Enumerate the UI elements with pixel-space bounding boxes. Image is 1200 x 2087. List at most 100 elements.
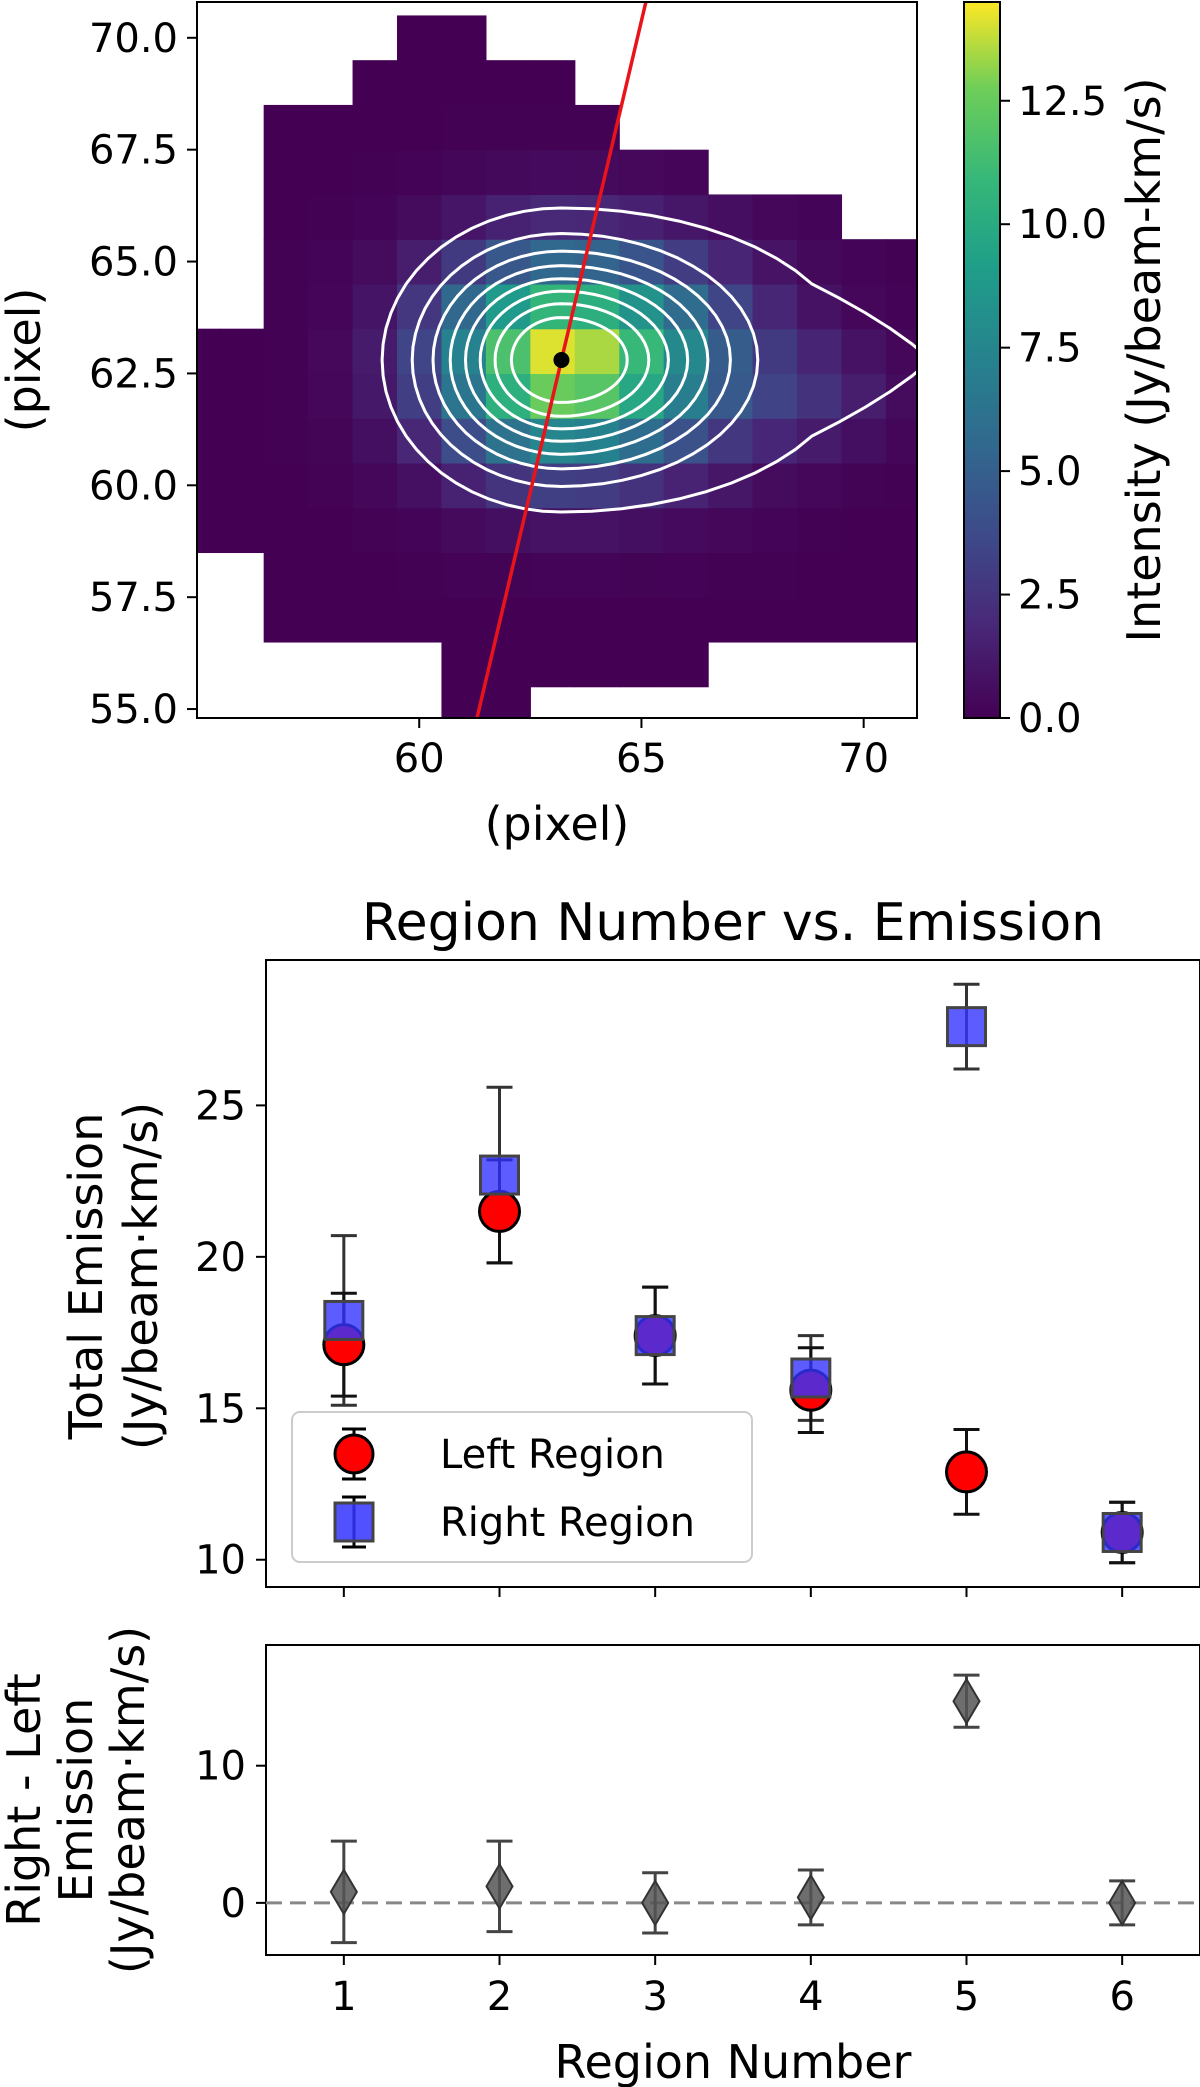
heatmap-cell [663,283,709,330]
heatmap-cell [397,194,443,240]
heatmap-cell [885,507,917,554]
heatmap-cell [397,597,443,643]
heatmap-cell [619,552,665,598]
contour-line [410,231,760,489]
map-x-ticks: 60 65 70 [394,718,889,782]
heatmap-cell [219,418,265,464]
heatmap-cell [352,149,398,196]
emission-x-ticks [342,1587,1124,1597]
heatmap-cell [663,552,709,598]
legend-box [291,1411,753,1563]
colorbar [963,1,1001,719]
heatmap-cell [441,149,487,196]
heatmap-cell [352,239,398,285]
heatmap-cell [308,373,354,419]
map-y-ticks: 55.0 57.5 60.0 62.5 65.0 67.5 70.0 [89,16,197,733]
contour-line [493,302,651,418]
heatmap-cell [752,552,798,598]
heatmap-cell [263,462,309,509]
difference-y-tick-label: 10 [195,1744,246,1790]
heatmap-cell [841,328,887,375]
heatmap-cell [574,507,620,554]
heatmap-cell [752,283,798,330]
heatmap-cell [308,552,354,598]
difference-panel: 0 10 1 2 3 4 5 6 Region Number Right - Left Em… [0,1626,1200,2087]
heatmap-cell [530,597,576,643]
contour-line [463,277,690,443]
heatmap-cell [352,328,398,375]
heatmap-cell [708,462,754,509]
legend-right-marker [333,1495,375,1549]
legend-left-label: Left Region [440,1432,665,1478]
heatmap-cell [841,373,887,419]
heatmap-cell [197,373,220,419]
heatmap-cell [197,328,220,375]
heatmap-cell [352,418,398,464]
contour-line [448,264,710,456]
heatmap-cell [397,15,443,61]
legend-right-label: Right Region [440,1500,695,1546]
colorbar-ticks: 0.0 2.5 5.0 7.5 10.0 12.5 [1000,79,1107,742]
difference-point [485,1862,514,1911]
contour-lines [380,206,917,514]
heatmap-cell [441,60,487,106]
heatmap-cell [708,239,754,285]
heatmap-cell [352,507,398,554]
heatmap-cell [263,239,309,285]
heatmap-cell [263,283,309,330]
heatmap-cell [530,507,576,554]
heatmap-cell [885,283,917,330]
heatmap-cell [797,507,843,554]
peak-marker [553,352,570,368]
heatmap-cell [263,104,309,151]
heatmap-cell [263,552,309,598]
difference-x-tick-label: 1 [331,1974,356,2020]
difference-x-ticks: 1 2 3 4 5 6 [331,1955,1135,2020]
heatmap-cell [885,552,917,598]
heatmap-cell [797,283,843,330]
heatmap-cell [663,194,709,240]
heatmap-cell [219,507,265,554]
emission-y-tick-label: 10 [195,1538,246,1584]
heatmap-cell [441,104,487,151]
heatmap-cell [441,328,487,375]
heatmap-cell [752,194,798,240]
map-y-tick-label: 70.0 [89,16,178,62]
colorbar-tick-label: 0.0 [1018,696,1082,742]
difference-y-tick-label: 0 [221,1881,246,1927]
heatmap-cell [708,552,754,598]
heatmap-cell [441,597,487,643]
heatmap-cell [397,60,443,106]
emission-points [322,982,1144,1565]
map-x-tick-label: 70 [838,736,889,782]
heatmap-cell [752,507,798,554]
heatmap-cell [530,239,576,285]
heatmap-cell [574,552,620,598]
legend-left-marker [333,1427,375,1481]
difference-frame [265,1644,1200,1956]
difference-y-label-line3: (Jy/beam·km/s) [101,1626,155,1974]
heatmap-cell [797,373,843,419]
emission-y-label-line2: (Jy/beam·km/s) [114,1102,168,1450]
difference-x-label: Region Number [555,2035,912,2087]
heatmap-cell [263,597,309,643]
difference-x-tick-label: 2 [487,1974,512,2020]
heatmap-cell [530,149,576,196]
heatmap-cell [885,418,917,464]
difference-y-label-line2: Emission [49,1698,103,1903]
heatmap-cell [219,462,265,509]
intensity-map-panel: 60 65 70 55.0 57.5 60.0 62.5 65.0 67.5 70.0 (pix… [0,1,1171,851]
heatmap-cell [441,462,487,509]
heatmap-cell [308,507,354,554]
heatmap-cell [841,418,887,464]
heatmap-cell [619,149,665,196]
heatmap-cell [708,373,754,419]
heatmap-cell [441,507,487,554]
map-y-tick-label: 55.0 [89,687,178,733]
contour-line [509,316,629,404]
map-y-tick-label: 65.0 [89,240,178,286]
heatmap-cell [263,418,309,464]
contour-line [478,289,670,431]
heatmap-cell [530,552,576,598]
